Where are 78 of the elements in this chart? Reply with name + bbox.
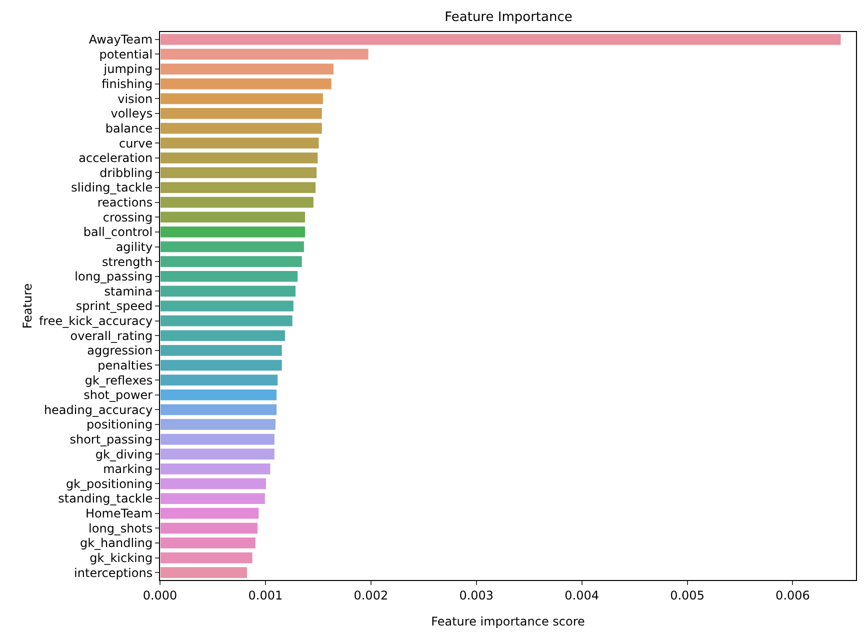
y-tick-label: long_passing [74,270,153,284]
y-tick-label: curve [118,136,153,150]
bar [160,240,305,254]
bar [160,166,318,180]
x-tick-label: 0.005 [670,588,704,602]
x-tick-label: 0.003 [459,588,494,602]
bar [160,403,278,416]
y-tick-label: short_passing [70,432,153,446]
y-tick-label: jumping [102,62,153,76]
y-tick-label: gk_diving [95,447,153,462]
y-tick-label: ball_control [83,225,153,240]
y-tick-label: aggression [87,344,153,358]
bar [160,151,319,164]
bar [160,492,266,505]
y-tick-label: strength [102,254,153,269]
y-tick-label: reactions [97,196,153,210]
bar [160,300,294,312]
y-tick-label: vision [118,92,153,106]
bar [160,448,276,461]
y-tick-label: interceptions [74,566,153,580]
x-tick-label: 0.000 [142,588,178,602]
y-tick-label: potential [99,47,153,62]
bar [160,107,323,120]
y-tick-label: volleys [110,106,153,121]
bar [160,566,248,580]
bar [160,551,254,564]
bar [160,32,842,46]
x-tick-label: 0.004 [564,588,599,602]
y-tick-label: balance [105,121,153,136]
bar [160,388,278,402]
y-tick-label: gk_handling [80,536,153,550]
bar [160,432,276,446]
bar [160,270,299,283]
y-tick-label: agility [116,240,153,254]
y-tick-label: shot_power [84,388,153,402]
bar [160,48,370,61]
bar [160,226,306,238]
y-axis-title: Feature [20,283,34,329]
y-tick-label: marking [103,462,153,476]
x-axis-title: Feature importance score [431,614,585,628]
y-tick-label: overall_rating [70,328,153,343]
y-tick-label: gk_reflexes [84,373,153,388]
y-tick-label: positioning [86,418,153,432]
x-tick-label: 0.002 [354,588,388,602]
y-tick-label: sprint_speed [76,299,153,314]
y-tick-label: crossing [102,210,153,224]
y-tick-label: long_shots [88,521,153,536]
bar [160,374,279,386]
bar [160,462,272,476]
bar [160,418,276,431]
bar [160,181,317,194]
bar [160,136,320,150]
y-tick-label: acceleration [78,151,153,166]
y-tick-label: HomeTeam [85,506,153,521]
y-tick-label: finishing [102,77,153,92]
bar [160,314,294,328]
bar [160,344,283,357]
chart-title: Feature Importance [444,10,572,26]
y-tick-label: free_kick_accuracy [38,314,153,328]
y-tick-label: standing_tackle [58,492,153,506]
y-tick-label: AwayTeam [88,32,153,47]
y-tick-label: gk_kicking [90,550,153,565]
bar [160,329,286,342]
bar [160,255,303,268]
bar [160,477,268,490]
y-tick-label: sliding_tackle [71,180,153,195]
y-tick-label: dribbling [100,166,153,180]
bar [160,62,334,76]
y-tick-label: penalties [98,358,153,372]
x-tick-label: 0.006 [776,588,810,602]
bar [160,122,323,135]
bar [160,284,297,298]
bar [160,358,283,372]
y-tick-label: stamina [104,284,153,298]
bar [160,536,256,550]
y-tick-label: heading_accuracy [44,402,153,417]
y-tick-label: gk_positioning [66,476,153,491]
x-tick-label: 0.001 [248,588,283,602]
